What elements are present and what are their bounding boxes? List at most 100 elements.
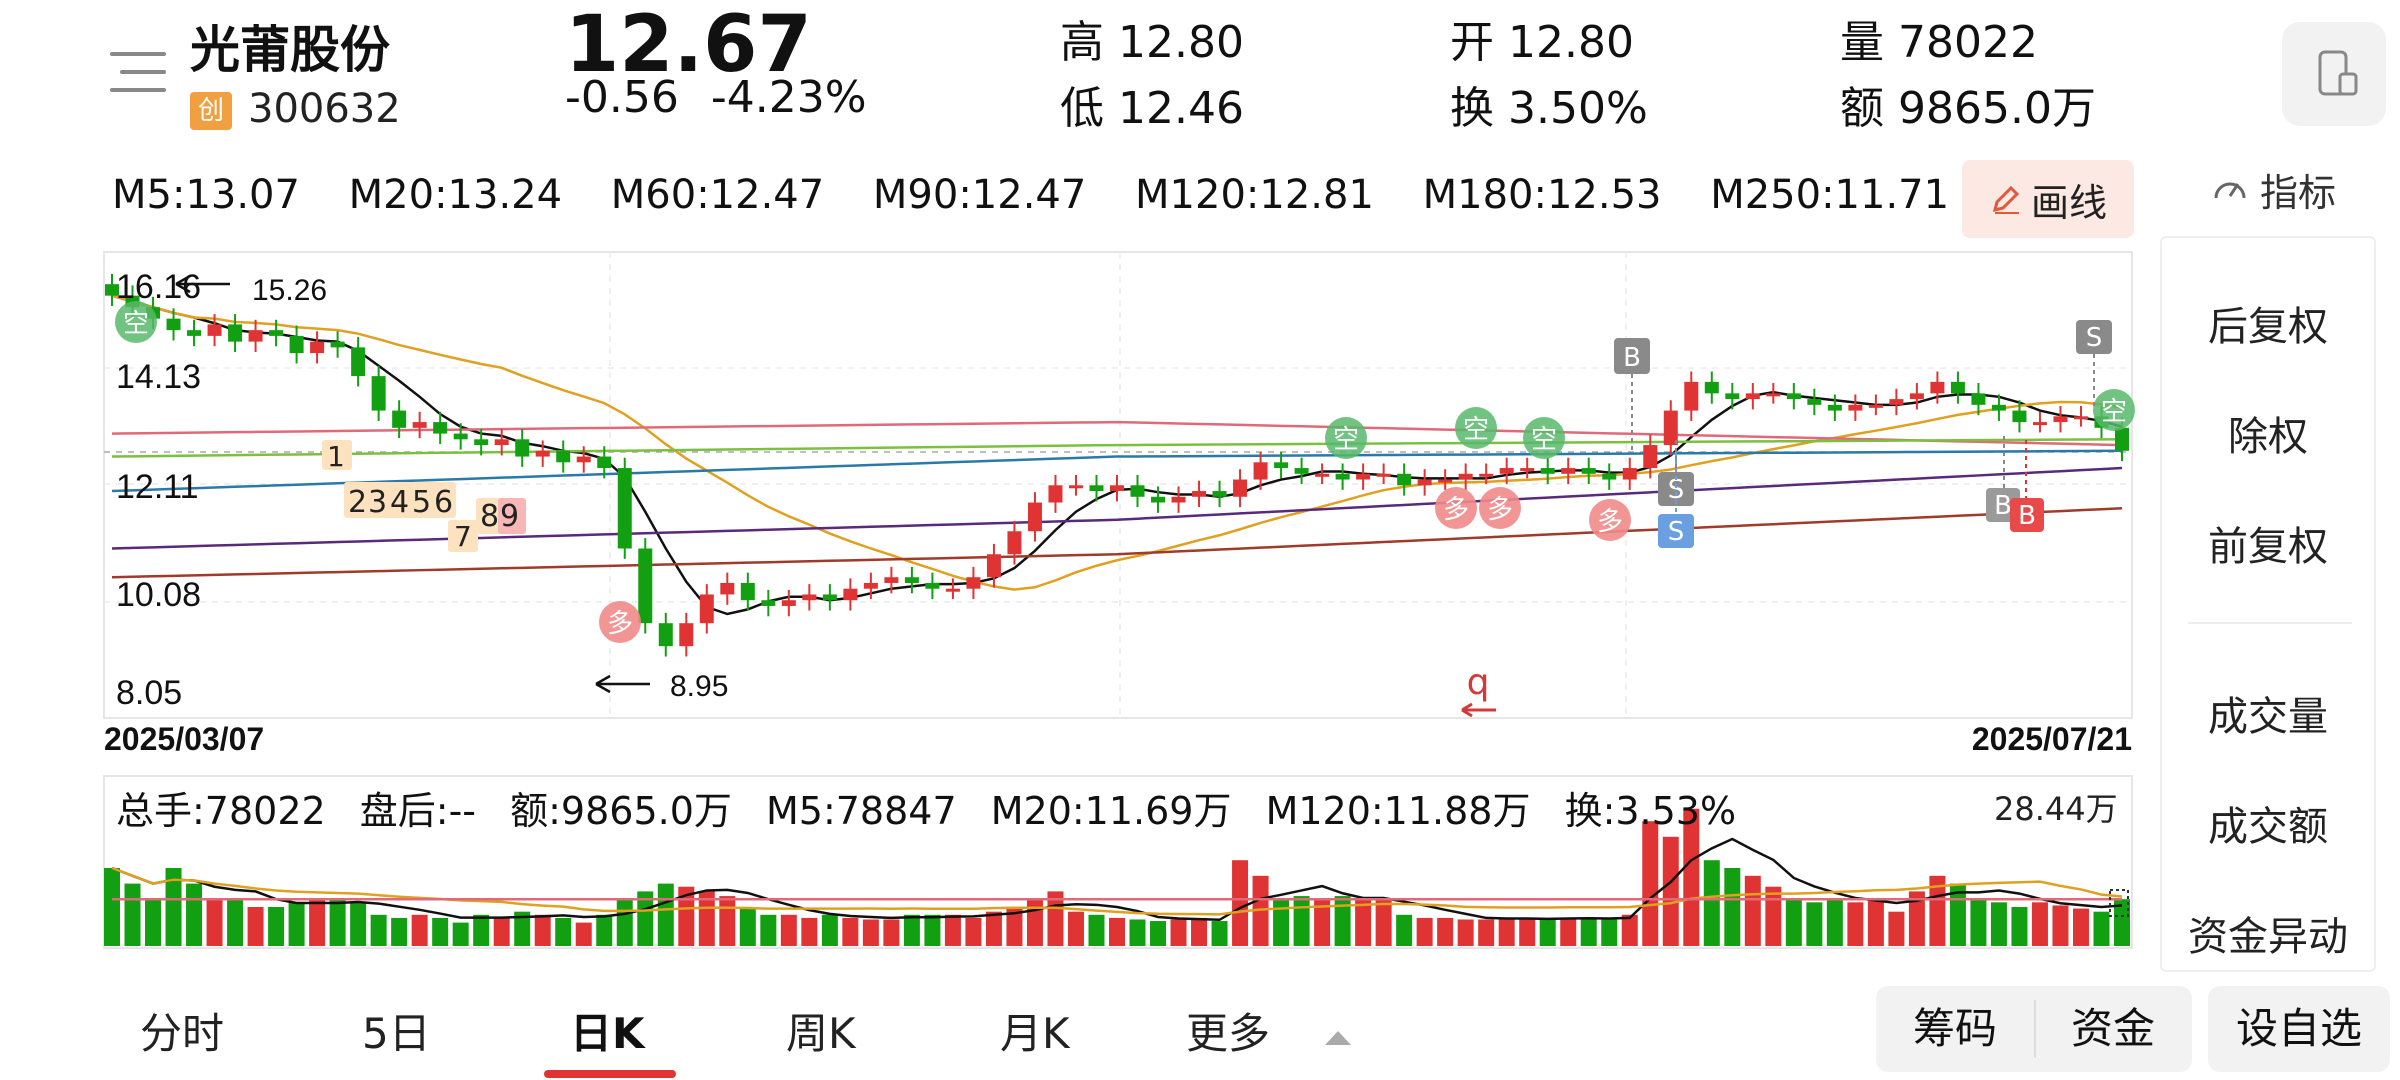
candle-body bbox=[966, 577, 981, 589]
x-start-date: 2025/03/07 bbox=[104, 721, 264, 757]
volume-bar bbox=[944, 914, 961, 946]
sequence-markers: 1 2 3 4 5 6 7 8 9 bbox=[322, 440, 526, 553]
side-item-capital-alert[interactable]: 资金异动 bbox=[2188, 914, 2348, 960]
seq-number: 3 bbox=[368, 485, 387, 520]
high-label: 高 bbox=[1060, 17, 1104, 68]
candle-body bbox=[248, 330, 263, 342]
svg-text:S: S bbox=[1668, 517, 1685, 547]
side-item-post-adjusted[interactable]: 后复权 bbox=[2208, 304, 2328, 350]
turnover-value: 3.50% bbox=[1508, 83, 1648, 134]
volume-bar bbox=[1088, 914, 1105, 946]
candle-body bbox=[1971, 393, 1986, 405]
gauge-icon bbox=[2214, 182, 2246, 198]
volume-bar bbox=[1232, 860, 1249, 946]
menu-icon[interactable] bbox=[110, 48, 166, 96]
volume-bar bbox=[965, 917, 982, 946]
add-favorite-button[interactable]: 设自选 bbox=[2208, 986, 2390, 1072]
current-price: 12.67 bbox=[565, 0, 812, 90]
side-item-pre-adjusted[interactable]: 前复权 bbox=[2208, 524, 2328, 570]
ma5-line bbox=[111, 294, 2123, 616]
candle-body bbox=[1130, 485, 1145, 497]
volume-amount: 额:9865.0万 bbox=[510, 789, 732, 833]
candle-body bbox=[515, 439, 530, 457]
volume-summary: 总手:78022 盘后:-- 额:9865.0万 M5:78847 M20:11… bbox=[116, 780, 1758, 835]
indicator-button[interactable]: 指标 bbox=[2210, 162, 2336, 217]
stat-open: 开 12.80 bbox=[1450, 6, 1634, 70]
candle-body bbox=[1212, 491, 1227, 497]
tab-monthly-k[interactable]: 月K bbox=[1000, 1009, 1070, 1058]
candle-body bbox=[474, 439, 489, 446]
volume-bar bbox=[1519, 917, 1536, 946]
long-signal-badge: 多 bbox=[1479, 487, 1521, 529]
volume-bar bbox=[2072, 908, 2089, 946]
candle-body bbox=[1622, 468, 1637, 480]
candle-body bbox=[2073, 416, 2088, 420]
tab-more[interactable]: 更多 bbox=[1186, 1000, 1353, 1061]
funds-button[interactable]: 资金 bbox=[2070, 1004, 2155, 1053]
volume-after-hours: 盘后:-- bbox=[359, 789, 477, 833]
ma250-value: M250:11.71 bbox=[1710, 172, 1950, 218]
change-value: -0.56 bbox=[565, 72, 679, 123]
volume-bar bbox=[1867, 899, 1884, 946]
volume-bar bbox=[637, 891, 654, 946]
volume-bar bbox=[1067, 911, 1084, 946]
svg-text:多: 多 bbox=[1443, 495, 1469, 525]
side-item-volume[interactable]: 成交量 bbox=[2208, 694, 2328, 740]
chips-button[interactable]: 筹码 bbox=[1912, 1004, 1997, 1053]
ma90-value: M90:12.47 bbox=[872, 172, 1087, 218]
candle-body bbox=[1704, 381, 1719, 394]
ma180-value: M180:12.53 bbox=[1422, 172, 1662, 218]
y-tick-label: 10.08 bbox=[116, 576, 201, 614]
volume-bar bbox=[1888, 911, 1905, 946]
candle-body bbox=[1786, 393, 1801, 400]
seq-number: 7 bbox=[454, 520, 472, 553]
candle-body bbox=[761, 600, 776, 606]
volume-bar bbox=[1990, 902, 2007, 946]
candle-body bbox=[1458, 473, 1473, 480]
volume-bar bbox=[657, 883, 674, 946]
candle-body bbox=[945, 588, 960, 592]
candle-body bbox=[1807, 399, 1822, 405]
tab-weekly-k[interactable]: 周K bbox=[786, 1009, 856, 1058]
candle-body bbox=[904, 577, 919, 583]
volume-bar bbox=[1129, 919, 1146, 946]
stat-amount: 额 9865.0万 bbox=[1840, 72, 2096, 136]
rotate-screen-button[interactable] bbox=[2282, 22, 2386, 126]
tab-daily-k[interactable]: 日K bbox=[570, 1009, 645, 1058]
volume-bar bbox=[555, 917, 572, 946]
candle-body bbox=[187, 330, 202, 336]
high-arrow-icon bbox=[175, 274, 230, 294]
tab-5day[interactable]: 5日 bbox=[362, 1009, 431, 1058]
side-item-amount[interactable]: 成交额 bbox=[2208, 804, 2328, 850]
ma180-line bbox=[111, 466, 2123, 550]
candle-body bbox=[269, 330, 284, 336]
indicator-label: 指标 bbox=[2260, 171, 2337, 215]
volume-bar bbox=[1355, 899, 1372, 946]
volume-bar bbox=[452, 922, 469, 946]
volume-total: 总手:78022 bbox=[116, 789, 326, 833]
volume-bar bbox=[1293, 896, 1310, 946]
candle-body bbox=[720, 582, 735, 595]
candle-body bbox=[2032, 422, 2047, 426]
side-divider bbox=[2188, 622, 2352, 624]
candle-body bbox=[392, 410, 407, 428]
candle-body bbox=[433, 422, 448, 434]
volume-bar bbox=[391, 917, 408, 946]
candle-body bbox=[986, 554, 1001, 578]
candle-body bbox=[1930, 381, 1945, 394]
stock-name: 光莆股份 bbox=[190, 21, 390, 79]
candle-body bbox=[2053, 416, 2068, 423]
volume-bar bbox=[329, 899, 346, 946]
ma5-value: M5:13.07 bbox=[112, 172, 300, 218]
kline-chart[interactable]: 16.16 14.13 12.11 10.08 8.05 2025/03/07 … bbox=[0, 0, 2160, 960]
tab-intraday[interactable]: 分时 bbox=[140, 1009, 225, 1058]
volume-bar bbox=[124, 883, 141, 946]
side-item-ex-rights[interactable]: 除权 bbox=[2228, 414, 2308, 460]
draw-line-button[interactable]: 画线 bbox=[1962, 160, 2134, 238]
phone-icon bbox=[2318, 50, 2358, 96]
candle-body bbox=[412, 422, 427, 428]
candle-body bbox=[925, 582, 940, 589]
y-tick-label: 8.05 bbox=[116, 674, 182, 712]
period-high-label: 15.26 bbox=[252, 274, 327, 307]
volume-bar bbox=[2031, 902, 2048, 946]
